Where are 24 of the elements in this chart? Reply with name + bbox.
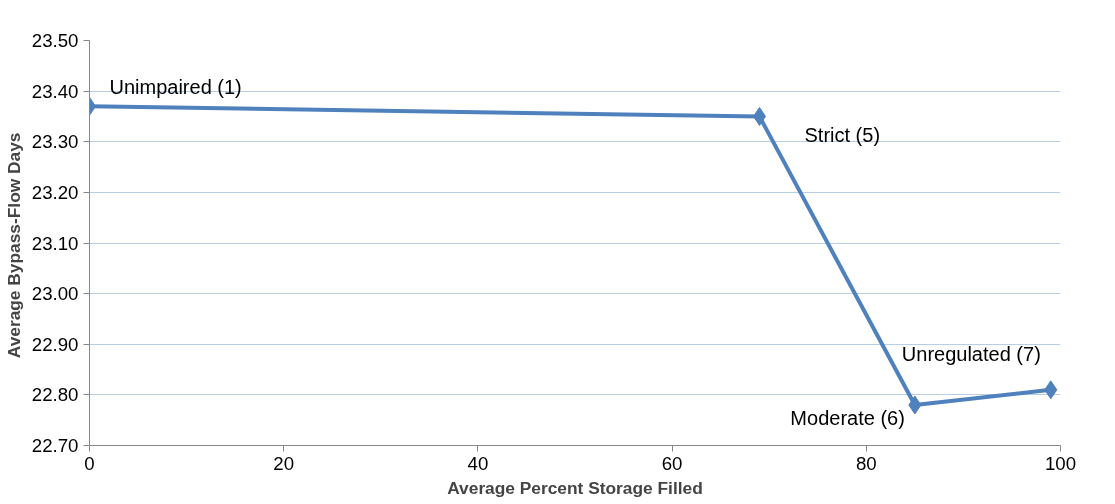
- x-tick-label: 0: [84, 452, 95, 474]
- annotation: Moderate (6): [790, 407, 905, 429]
- x-tick-label: 100: [1044, 452, 1077, 474]
- annotation: Unregulated (7): [901, 342, 1041, 365]
- x-tick-label: 80: [855, 452, 877, 474]
- y-tick-label: 23.00: [31, 283, 79, 305]
- y-tick-label: 23.50: [31, 30, 79, 51]
- y-tick-label: 23.40: [31, 80, 79, 102]
- y-tick-label: 22.80: [31, 384, 79, 406]
- annotation: Strict (5): [804, 124, 881, 147]
- point: [908, 395, 922, 415]
- y-tick-label: 22.90: [31, 333, 79, 355]
- point: [752, 106, 766, 126]
- y-axis-title: Average Bypass-Flow Days: [3, 132, 24, 359]
- y-tick-label: 22.70: [31, 435, 79, 456]
- y-tick-label: 23.10: [31, 232, 79, 254]
- annotation: Unimpaired (1): [109, 76, 242, 99]
- y-tick-label: 23.30: [31, 131, 79, 153]
- point: [1044, 380, 1058, 400]
- x-tick-label: 40: [467, 452, 489, 474]
- x-tick-label: 60: [661, 452, 683, 474]
- x-axis-title: Average Percent Storage Filled: [447, 477, 703, 498]
- y-tick-label: 23.20: [31, 181, 79, 203]
- x-tick-label: 20: [273, 452, 295, 474]
